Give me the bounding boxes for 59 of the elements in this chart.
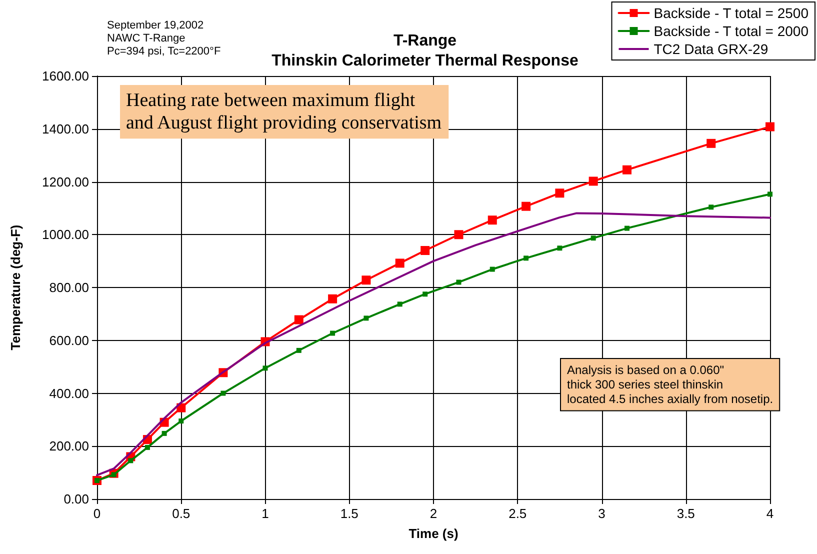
point [555,188,564,198]
point [395,258,404,268]
point [766,122,774,132]
x-tick-label: 2.5 [508,506,527,521]
point [420,246,430,255]
point [622,165,632,174]
point [488,216,497,225]
point [294,315,304,324]
y-tick-label: 0.00 [64,492,89,506]
x-tick-label: 2 [430,506,438,521]
y-tick-label: 1600.00 [42,68,89,84]
point [588,176,598,186]
x-tick-label: 1.5 [340,506,358,521]
point [364,316,369,321]
chart-subtitle: September 19,2002 NAWC T-Range Pc=394 psi, Tc=2200°F [107,20,221,58]
chart-title: T-Range Thinskin Calorimeter Thermal Response [272,32,578,70]
y-tick-label: 800.00 [49,280,89,295]
point [262,366,268,371]
point [524,256,529,261]
point [522,202,531,211]
point [296,348,302,353]
point [328,294,338,304]
point [708,204,714,210]
x-tick-label: 0 [93,506,101,521]
y-tick-label: 1400.00 [42,121,89,136]
point [220,390,226,396]
point [706,138,716,148]
y-tick-label: 1200.00 [42,174,89,190]
point [128,458,134,464]
x-tick-label: 4 [766,506,774,521]
point [362,276,371,285]
y-tick-label: 400.00 [49,386,89,401]
x-tick-label: 1 [262,506,269,521]
point [397,302,402,307]
x-axis-title: Time (s) [408,526,458,541]
legend-label: TC2 Data GRX-29 [654,41,768,57]
annotation: Heating rate between maximum flight and August flight providing conservatism [126,90,442,134]
point [162,430,167,436]
y-tick-label: 600.00 [49,332,89,348]
point [768,192,772,197]
y-tick-label: 200.00 [49,438,89,454]
annotation: Analysis is based on a 0.060" thick 300 series steel thinskin located 4.5 inches axially from nosetip. [567,363,774,406]
point [330,330,336,336]
point [490,266,495,272]
y-axis-title: Temperature (deg-F) [8,224,23,350]
point [557,246,562,251]
x-tick-label: 3.5 [676,506,695,521]
point [454,230,464,240]
point [590,236,596,241]
y-tick-label: 1000.00 [42,227,89,242]
point [456,280,462,285]
point [178,418,184,424]
x-tick-label: 0.5 [172,506,190,521]
point [144,444,150,450]
x-tick-label: 3 [598,506,606,521]
point [422,292,428,297]
point [624,226,630,231]
legend-label: Backside - T total = 2500 [654,5,809,21]
legend-label: Backside - T total = 2000 [654,23,809,39]
